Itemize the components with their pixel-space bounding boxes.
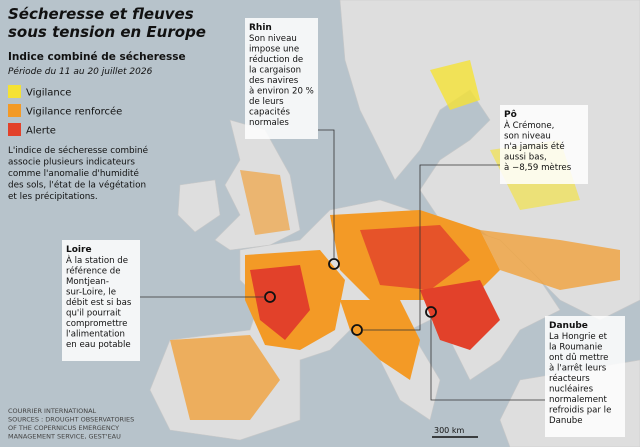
legend-label: Vigilance xyxy=(26,88,71,99)
legend-swatch xyxy=(8,104,21,117)
callout-box xyxy=(545,316,625,437)
period: Période du 11 au 20 juillet 2026 xyxy=(8,66,153,77)
callout-text: réduction de xyxy=(249,54,303,65)
callout-box xyxy=(62,240,140,361)
callout-text: l'alimentation xyxy=(66,330,125,340)
callout-text: des navires xyxy=(249,76,299,86)
callout-text: impose une xyxy=(249,45,299,55)
legend-label: Vigilance renforcée xyxy=(26,106,122,118)
callout-text: La Hongrie et xyxy=(549,332,608,342)
callout-text: référence de xyxy=(66,266,121,277)
callout-text: À Crémone, xyxy=(504,119,554,131)
legend-swatch xyxy=(8,85,21,98)
callout-text: qu'il pourrait xyxy=(66,309,121,319)
callout-text: n'a jamais été xyxy=(504,141,565,152)
description: comme l'anomalie d'humidité xyxy=(8,168,139,179)
callout-text: la Roumanie xyxy=(549,343,602,353)
callout-text: réacteurs xyxy=(549,373,590,384)
callout-text: refroidis par le xyxy=(549,406,611,416)
callout-text: normalement xyxy=(549,395,608,405)
callout-text: de leurs xyxy=(249,97,284,107)
source: COURRIER INTERNATIONAL xyxy=(8,407,97,415)
callout-text: Son niveau xyxy=(249,34,297,44)
legend-title: Indice combiné de sécheresse xyxy=(8,51,186,63)
legend-label: Alerte xyxy=(26,126,56,137)
callout-text: la cargaison xyxy=(249,66,301,76)
callout-text: compromettre xyxy=(66,319,127,329)
callout-title: Loire xyxy=(66,245,92,255)
description: L'indice de sécheresse combiné xyxy=(8,145,148,156)
drought-zones xyxy=(170,60,620,420)
callout-text: ont dû mettre xyxy=(549,353,608,363)
callout-text: nucléaires xyxy=(549,384,594,395)
description: des sols, l'état de la végétation xyxy=(8,180,146,191)
callout-text: à −8,59 mètres xyxy=(504,162,572,173)
callout-text: à environ 20 % xyxy=(249,87,314,97)
callout-text: À la station de xyxy=(66,254,128,266)
callout-text: débit est si bas xyxy=(66,297,132,308)
callout-text: à l'arrêt leurs xyxy=(549,363,607,374)
callout-text: aussi bas, xyxy=(504,153,547,163)
callout-text: sur-Loire, le xyxy=(66,288,116,298)
callout-title: Pô xyxy=(504,109,517,120)
callout-box xyxy=(500,105,588,184)
callout-title: Rhin xyxy=(249,23,272,33)
source: SOURCES : DROUGHT OBSERVATORIES xyxy=(8,416,134,424)
title: sous tension en Europe xyxy=(8,23,206,41)
callout-text: son niveau xyxy=(504,132,551,142)
source: OF THE COPERNICUS EMERGENCY xyxy=(8,424,119,432)
callout-text: capacités xyxy=(249,107,290,118)
leader-lines xyxy=(140,129,545,401)
legend-swatch xyxy=(8,123,21,136)
callout-text: Montjean- xyxy=(66,277,109,287)
scale-label: 300 km xyxy=(434,426,464,435)
callout-text: normales xyxy=(249,118,289,128)
description: et les précipitations. xyxy=(8,191,98,202)
title: Sécheresse et fleuves xyxy=(8,5,194,23)
callout-box xyxy=(245,18,318,139)
callout-text: en eau potable xyxy=(66,340,131,350)
description: associe plusieurs indicateurs xyxy=(8,158,135,168)
callout-title: Danube xyxy=(549,321,588,331)
callout-text: Danube xyxy=(549,416,583,426)
source: MANAGEMENT SERVICE, GEST'EAU xyxy=(8,433,121,441)
